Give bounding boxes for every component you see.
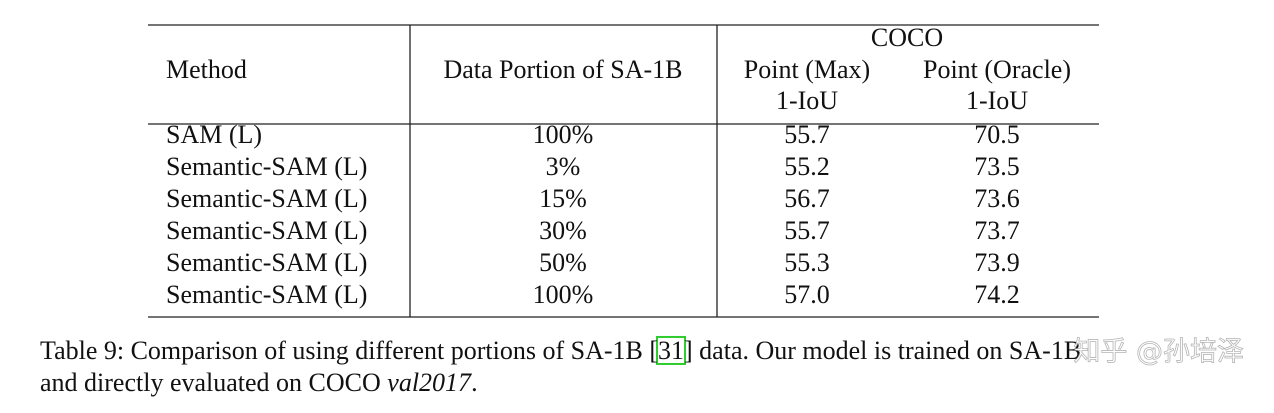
- value-cell: 57.0: [784, 280, 830, 309]
- value-cell: 15%: [539, 184, 587, 213]
- watermark: 知乎 @孙培泽: [1073, 337, 1244, 368]
- value-cell: 100%: [533, 120, 594, 149]
- dataset-name: val2017: [387, 368, 472, 397]
- column-subheader: 1-IoU: [776, 86, 838, 115]
- value-cell: 73.9: [974, 248, 1020, 277]
- method-cell: Semantic-SAM (L): [166, 152, 367, 181]
- value-cell: 74.2: [974, 280, 1020, 309]
- value-cell: 30%: [539, 216, 587, 245]
- column-header: Data Portion of SA-1B: [443, 55, 682, 84]
- group-header: COCO: [871, 23, 943, 52]
- caption-line: and directly evaluated on COCO val2017.: [40, 368, 478, 397]
- table-body: Method Data Portion of SA-1B Point (Max)1-…: [166, 55, 1071, 309]
- citation-box: [656, 335, 687, 365]
- value-cell: 100%: [533, 280, 594, 309]
- citation[interactable]: 31: [658, 336, 684, 365]
- value-cell: 50%: [539, 248, 587, 277]
- value-cell: 56.7: [784, 184, 830, 213]
- column-header: Point (Max): [744, 55, 870, 84]
- value-cell: 55.7: [784, 216, 830, 245]
- value-cell: 73.7: [974, 216, 1020, 245]
- column-header: Point (Oracle): [923, 55, 1071, 84]
- value-cell: 55.3: [784, 248, 830, 277]
- method-cell: SAM (L): [166, 120, 262, 149]
- value-cell: 73.5: [974, 152, 1020, 181]
- column-header: Method: [166, 55, 247, 84]
- value-cell: 3%: [546, 152, 581, 181]
- caption-text: .: [471, 368, 478, 397]
- value-cell: 73.6: [974, 184, 1020, 213]
- column-subheader: 1-IoU: [966, 86, 1028, 115]
- caption-text: and directly evaluated on COCO: [40, 368, 387, 397]
- caption-text: Table 9: Comparison of using different p…: [40, 336, 658, 365]
- method-cell: Semantic-SAM (L): [166, 248, 367, 277]
- value-cell: 70.5: [974, 120, 1020, 149]
- method-cell: Semantic-SAM (L): [166, 216, 367, 245]
- caption-line: Table 9: Comparison of using different p…: [40, 336, 1081, 365]
- value-cell: 55.2: [784, 152, 830, 181]
- method-cell: Semantic-SAM (L): [166, 280, 367, 309]
- method-cell: Semantic-SAM (L): [166, 184, 367, 213]
- caption-text: ] data. Our model is trained on SA-1B: [684, 336, 1081, 365]
- value-cell: 55.7: [784, 120, 830, 149]
